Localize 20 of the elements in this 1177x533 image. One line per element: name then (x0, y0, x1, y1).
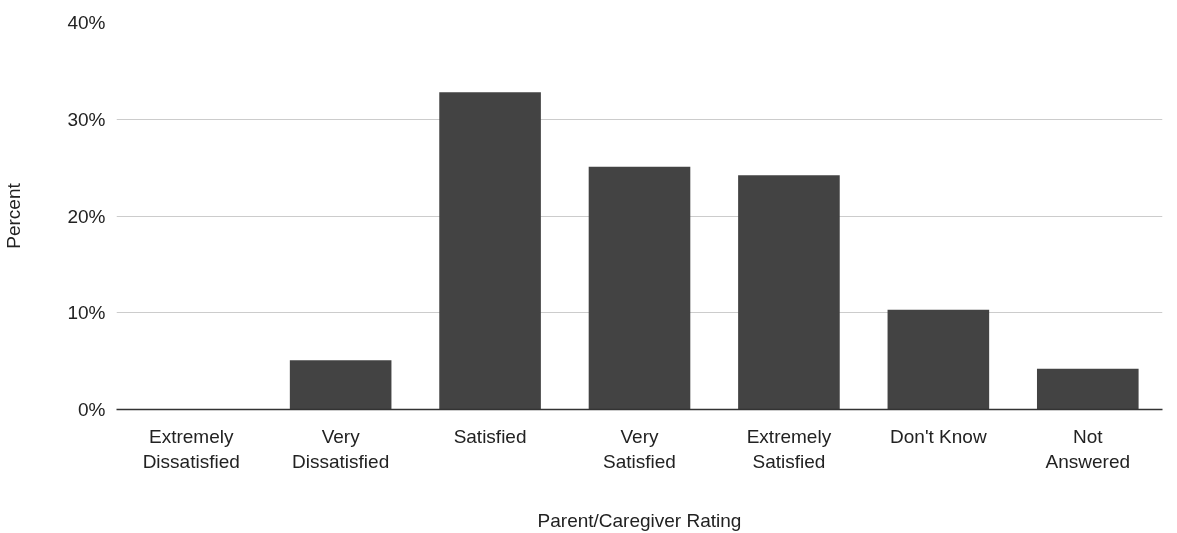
x-axis-title: Parent/Caregiver Rating (537, 509, 742, 531)
y-tick-label: 10% (67, 302, 106, 324)
x-tick-label: Extremely Satisfied (746, 425, 832, 472)
x-tick-label: Not Answered (1045, 425, 1131, 472)
x-tick-label: Don't Know (890, 425, 987, 447)
x-tick-label: Very Dissatisfied (292, 425, 390, 472)
y-tick-label: 20% (67, 205, 106, 227)
bar (439, 92, 541, 410)
y-tick-label: 40% (67, 12, 106, 33)
x-tick-label: Very Satisfied (603, 425, 676, 472)
bar (1036, 368, 1139, 410)
bar (738, 175, 840, 410)
y-tick-label: 30% (67, 108, 106, 130)
x-tick-label: Satisfied (453, 425, 527, 447)
bar (289, 360, 392, 410)
bar (588, 166, 691, 410)
bar (887, 309, 990, 410)
y-tick-label: 0% (78, 399, 106, 420)
y-axis-title: Percent (3, 182, 25, 249)
x-tick-label: Extremely Dissatisfied (142, 425, 240, 472)
